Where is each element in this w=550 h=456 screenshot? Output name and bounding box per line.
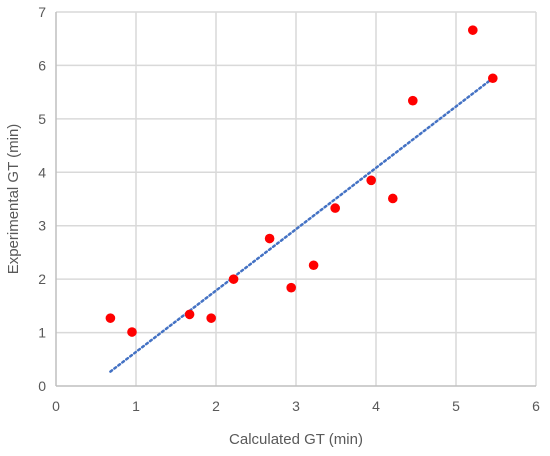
data-point xyxy=(105,313,116,323)
grid-lines xyxy=(56,11,537,386)
x-tick-label: 5 xyxy=(452,398,460,414)
y-tick-label: 7 xyxy=(38,4,46,20)
data-point xyxy=(488,73,498,84)
data-point xyxy=(388,193,398,204)
x-tick-label: 3 xyxy=(292,398,300,414)
trendline-layer xyxy=(109,77,495,373)
trendline xyxy=(109,77,495,373)
y-tick-label: 1 xyxy=(38,325,46,341)
x-tick-label: 2 xyxy=(212,398,220,414)
y-axis-title: Experimental GT (min) xyxy=(5,124,22,275)
data-point xyxy=(127,327,137,337)
data-point xyxy=(330,203,341,213)
y-tick-label: 0 xyxy=(38,378,46,394)
y-tick-label: 3 xyxy=(38,218,46,234)
data-point xyxy=(286,282,297,293)
data-point xyxy=(264,233,275,244)
axes xyxy=(55,12,536,387)
data-point xyxy=(308,260,319,271)
y-tick-label: 2 xyxy=(38,271,46,287)
tick-labels: 0 1 2 3 4 5 6 7 0 1 2 3 4 5 6 xyxy=(38,4,540,414)
x-tick-label: 4 xyxy=(372,398,380,414)
x-tick-label: 6 xyxy=(532,398,540,414)
data-points xyxy=(105,25,498,337)
x-tick-label: 1 xyxy=(132,398,140,414)
data-point xyxy=(228,274,239,284)
data-point xyxy=(408,95,418,106)
data-point xyxy=(468,25,478,35)
y-tick-label: 4 xyxy=(38,164,46,180)
data-point xyxy=(366,175,377,186)
y-tick-label: 5 xyxy=(38,111,46,127)
x-tick-label: 0 xyxy=(52,398,60,414)
x-axis-title: Calculated GT (min) xyxy=(229,431,363,448)
data-point xyxy=(184,309,195,320)
data-point xyxy=(206,313,216,323)
y-tick-label: 6 xyxy=(38,57,46,73)
